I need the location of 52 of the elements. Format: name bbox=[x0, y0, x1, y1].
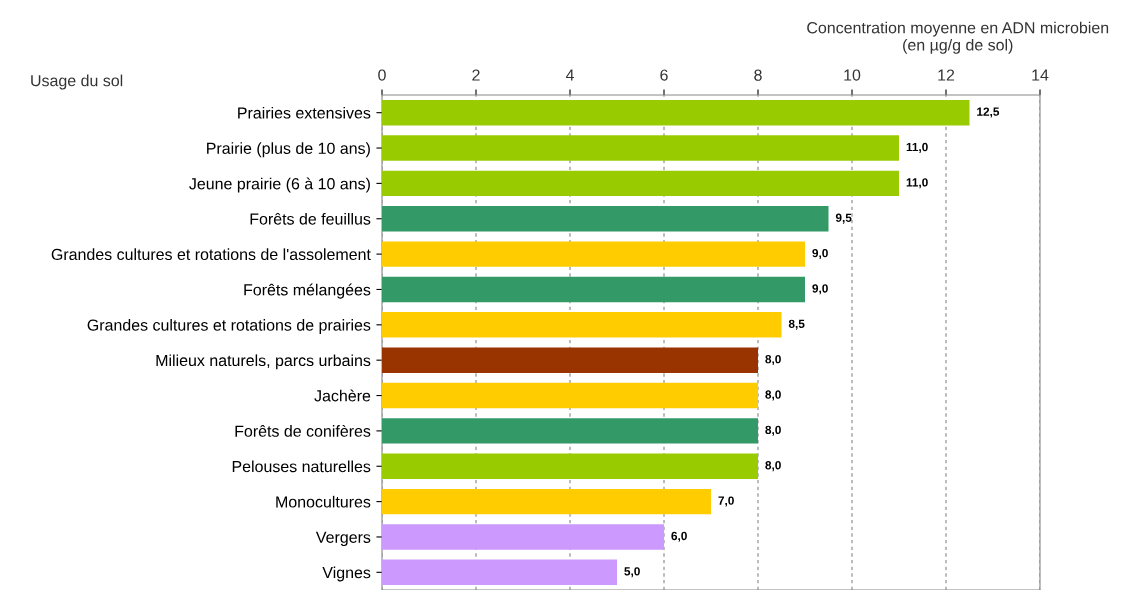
data-label: 12,5 bbox=[977, 107, 1000, 118]
bar bbox=[382, 206, 829, 232]
data-label: 9,0 bbox=[812, 248, 828, 259]
y-tick-label: Grandes cultures et rotations de l'assolement bbox=[51, 248, 371, 261]
data-label: 8,5 bbox=[788, 319, 805, 330]
y-tick-label: Grandes cultures et rotations de prairies bbox=[87, 319, 371, 334]
y-tick-label: Forêts de conifères bbox=[235, 424, 371, 437]
y-tick-label: Jeune prairie (6 à 10 ans) bbox=[189, 177, 370, 193]
bar bbox=[382, 170, 899, 197]
bar bbox=[382, 312, 782, 338]
data-label: 6,0 bbox=[671, 531, 687, 542]
y-tick-label: Monocultures bbox=[276, 495, 371, 508]
y-tick-label: Forêts mélangées bbox=[244, 283, 371, 299]
data-label: 9,5 bbox=[835, 213, 852, 224]
y-tick-label: Vergers bbox=[315, 531, 371, 547]
y-tick-label: Prairie (plus de 10 ans) bbox=[207, 142, 370, 158]
bar bbox=[382, 276, 805, 303]
x-tick-label: 12 bbox=[938, 69, 955, 81]
bar bbox=[382, 382, 758, 409]
x-tick-label: 10 bbox=[844, 69, 861, 81]
x-tick-label: 0 bbox=[378, 69, 386, 81]
bar bbox=[382, 99, 970, 126]
x-tick-label: 6 bbox=[660, 69, 668, 81]
y-tick-label: Prairies extensives bbox=[238, 106, 371, 119]
data-label: 11,0 bbox=[906, 142, 928, 153]
y-axis-title: Usage du sol bbox=[31, 74, 123, 90]
y-tick-label: Forêts de feuillus bbox=[250, 212, 371, 225]
bar bbox=[382, 347, 758, 373]
y-tick-label: Pelouses naturelles bbox=[232, 460, 371, 473]
y-tick-label: Vignes bbox=[322, 566, 371, 582]
x-tick-label: 2 bbox=[472, 69, 480, 81]
data-label: 11,0 bbox=[906, 178, 928, 189]
bar bbox=[382, 524, 664, 550]
data-label: 8,0 bbox=[765, 390, 781, 401]
data-label: 8,0 bbox=[765, 354, 781, 366]
x-axis-title: Concentration moyenne en ADN microbien (en µg/g de sol) bbox=[807, 21, 1109, 54]
data-label: 9,0 bbox=[812, 284, 828, 295]
data-label: 5,0 bbox=[624, 567, 640, 578]
data-label: 7,0 bbox=[718, 496, 734, 507]
bar bbox=[382, 241, 805, 267]
x-tick-label: 8 bbox=[754, 69, 762, 81]
data-label: 8,0 bbox=[765, 425, 781, 436]
bar bbox=[382, 418, 758, 444]
bar bbox=[382, 559, 617, 586]
bar bbox=[382, 453, 758, 479]
x-tick-label: 14 bbox=[1032, 69, 1049, 81]
x-tick-label: 4 bbox=[565, 69, 574, 81]
bar bbox=[382, 488, 711, 515]
y-tick-label: Milieux naturels, parcs urbains bbox=[156, 354, 371, 370]
data-label: 8,0 bbox=[765, 461, 781, 472]
bar bbox=[382, 135, 899, 161]
y-tick-label: Jachère bbox=[314, 389, 371, 402]
